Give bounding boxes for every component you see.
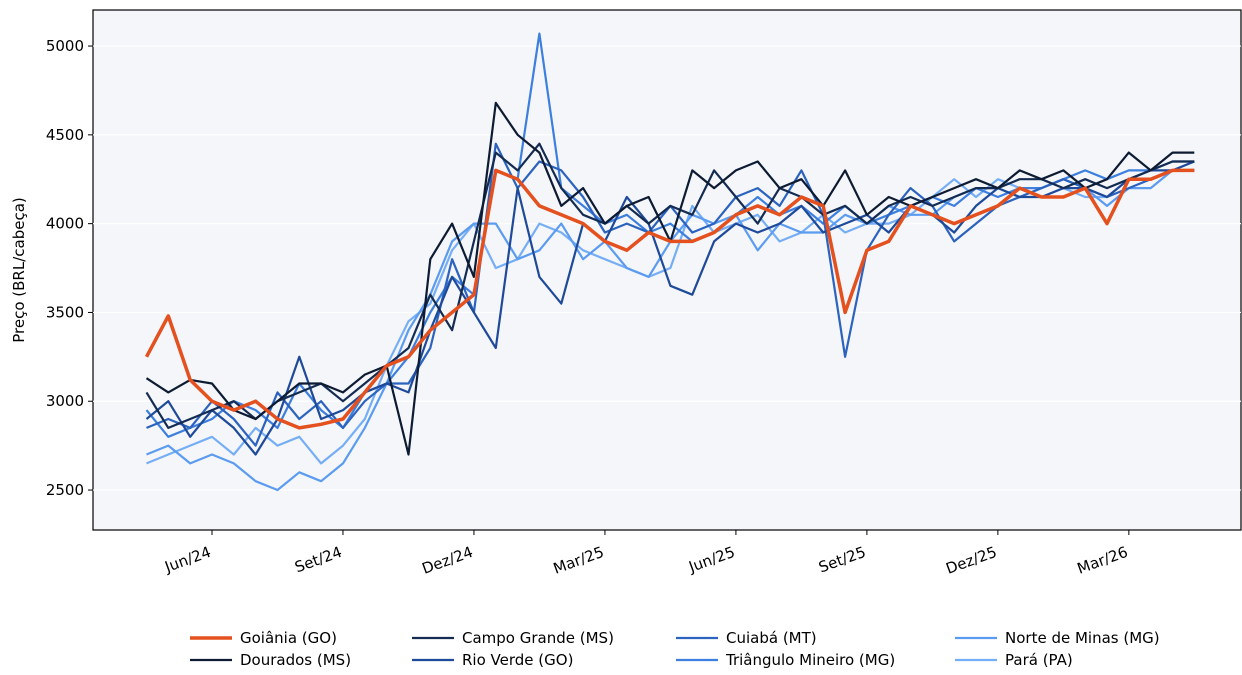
y-tick-label: 3500 xyxy=(46,303,84,321)
series-line xyxy=(145,160,1195,456)
legend-label: Rio Verde (GO) xyxy=(462,651,573,669)
x-tick-label: Mar/25 xyxy=(551,543,606,578)
y-axis-label: Preço (BRL/cabeça) xyxy=(10,197,28,343)
series-line xyxy=(144,168,1195,430)
legend-label: Campo Grande (MS) xyxy=(462,629,614,647)
x-tick-label: Mar/26 xyxy=(1075,543,1130,578)
legend-label: Goiânia (GO) xyxy=(240,629,337,647)
y-tick-label: 5000 xyxy=(46,37,84,55)
y-tick-label: 2500 xyxy=(46,481,84,499)
y-tick-label: 4500 xyxy=(46,126,84,144)
y-tick-label: 4000 xyxy=(46,215,84,233)
x-tick-label: Set/24 xyxy=(292,543,344,577)
legend-label: Dourados (MS) xyxy=(240,651,351,669)
legend-label: Triângulo Mineiro (MG) xyxy=(725,651,895,669)
y-tick-label: 3000 xyxy=(46,392,84,410)
x-tick-label: Jun/24 xyxy=(162,543,214,577)
legend-label: Norte de Minas (MG) xyxy=(1005,629,1160,647)
legend-label: Cuiabá (MT) xyxy=(726,629,817,647)
x-tick-label: Dez/25 xyxy=(943,543,999,578)
x-tick-label: Jun/25 xyxy=(685,543,737,577)
x-tick-label: Set/25 xyxy=(816,543,868,577)
legend-label: Pará (PA) xyxy=(1005,651,1073,669)
x-tick-label: Dez/24 xyxy=(420,543,476,578)
